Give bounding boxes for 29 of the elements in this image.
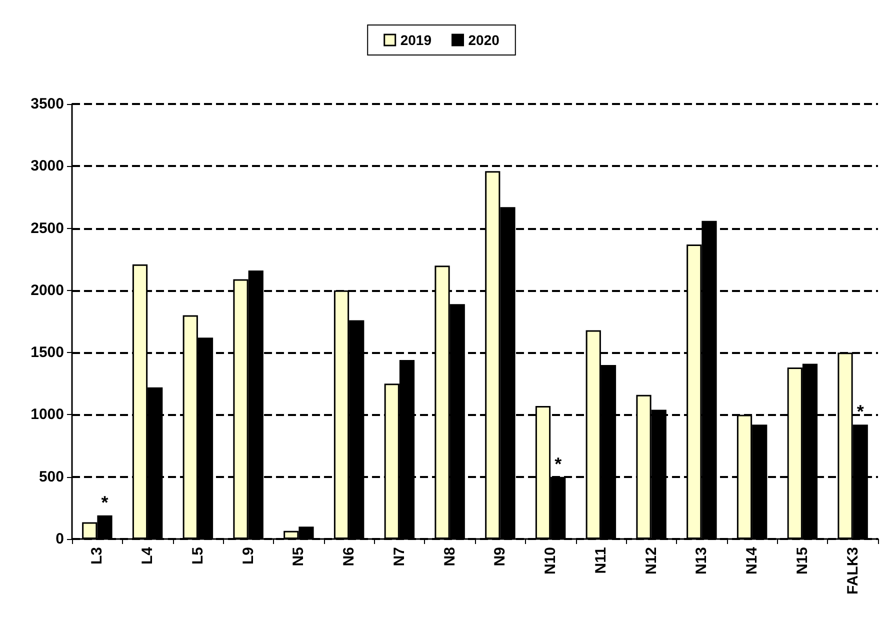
legend-label: 2020 (468, 32, 500, 48)
y-tick-label: 1500 (30, 344, 64, 362)
legend-label: 2019 (400, 32, 432, 48)
y-tick-label: 0 (56, 530, 64, 548)
x-tick-label: N10 (542, 547, 560, 575)
y-tick-label: 2000 (30, 282, 64, 299)
y-tick-label: 3000 (30, 158, 64, 175)
x-tick-label: L3 (88, 547, 106, 565)
x-tick-label: N11 (592, 547, 610, 574)
y-tick-label: 2500 (30, 220, 64, 237)
x-tick-label: N6 (340, 547, 358, 566)
x-tick-label: FALK3 (844, 547, 862, 595)
annotation: * (856, 402, 864, 422)
x-tick-label: N5 (290, 547, 308, 566)
x-tick-label: L5 (189, 547, 206, 565)
x-tick-label: N14 (744, 546, 761, 575)
x-tick-label: L9 (240, 547, 257, 565)
x-tick-label: N12 (642, 547, 660, 575)
y-tick-label: 500 (38, 468, 64, 486)
annotation: * (554, 454, 562, 474)
x-tick-label: N9 (492, 547, 509, 566)
x-tick-label: L4 (139, 546, 156, 565)
x-tick-label: N13 (693, 547, 710, 575)
x-tick-label: N15 (794, 547, 811, 575)
annotation: * (101, 492, 108, 512)
x-tick-label: N7 (390, 547, 408, 566)
y-tick-label: 1000 (30, 406, 64, 424)
x-tick-label: N8 (441, 547, 458, 566)
y-tick-label: 3500 (30, 96, 64, 112)
